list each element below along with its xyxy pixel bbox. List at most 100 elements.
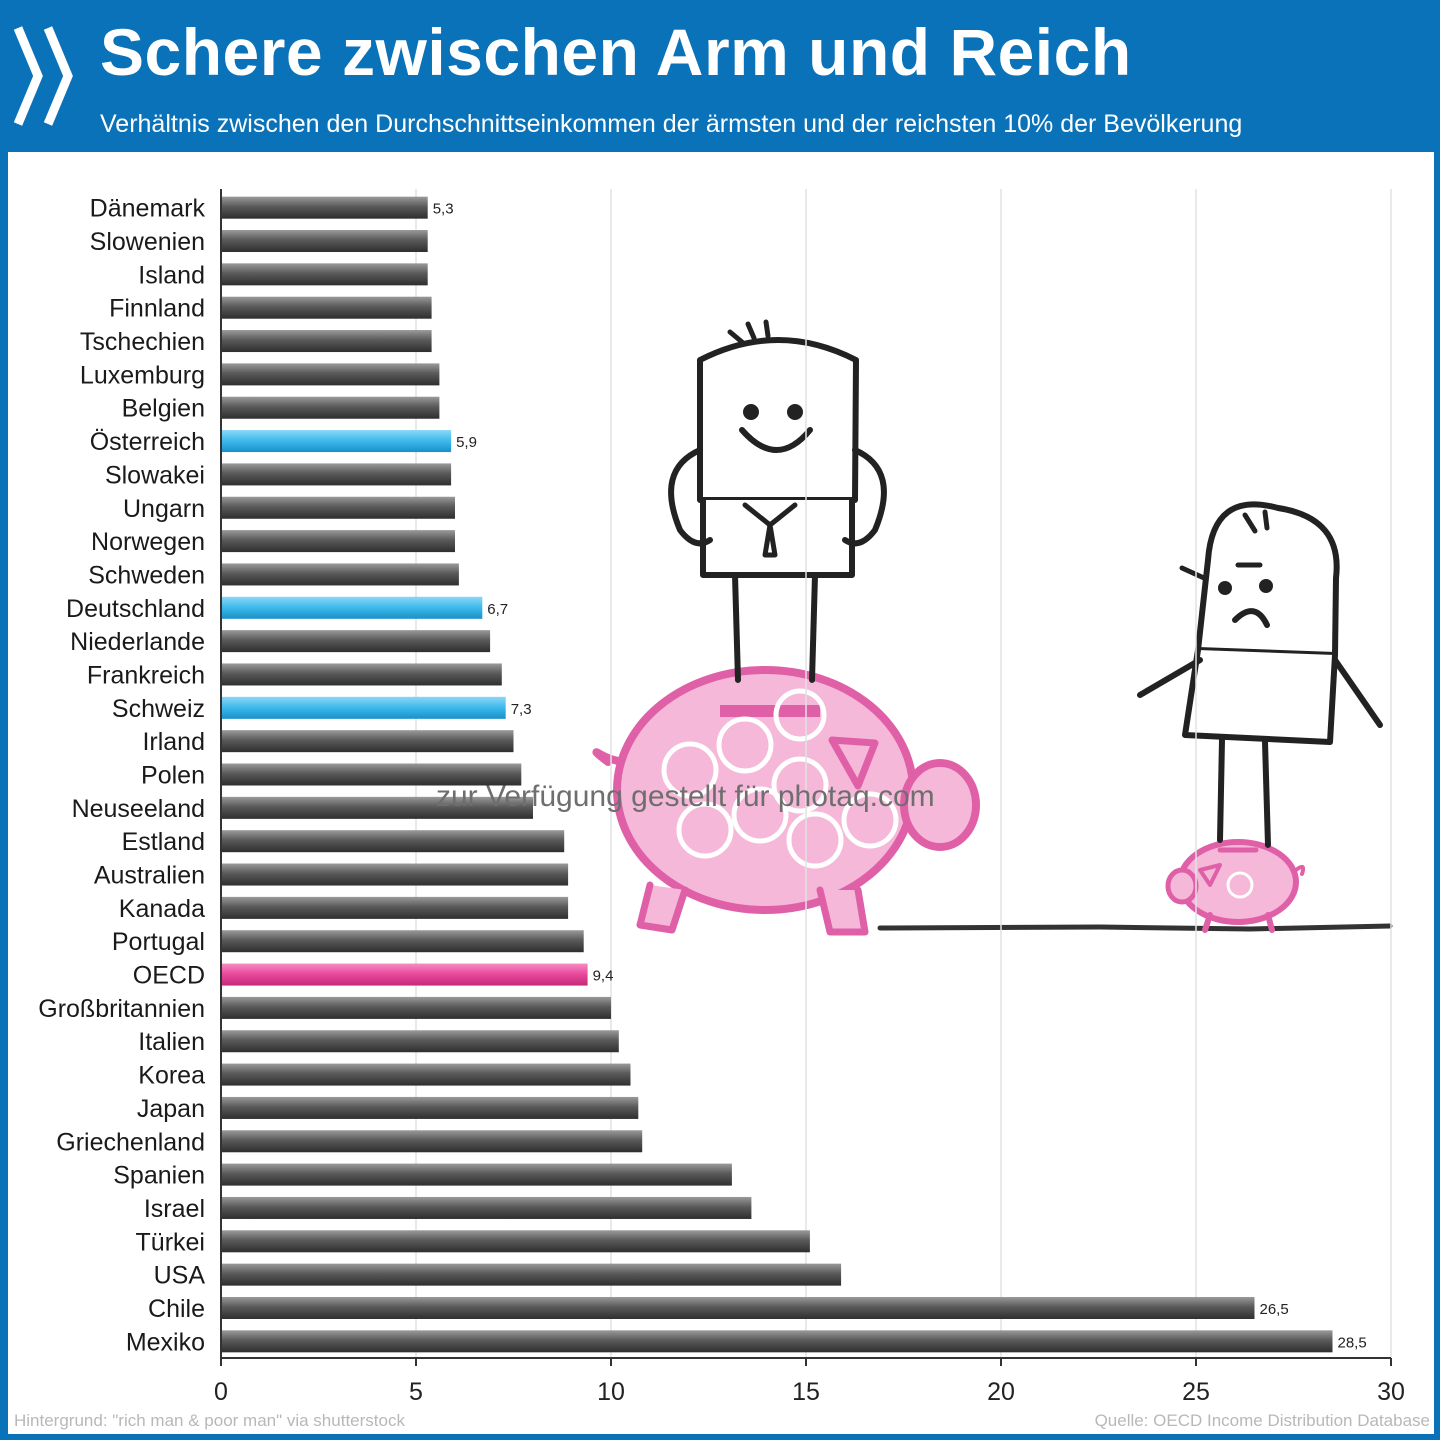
category-label: Dänemark	[90, 195, 206, 223]
bar	[221, 1096, 639, 1119]
x-tick-label: 20	[987, 1378, 1015, 1406]
category-label: Tschechien	[80, 328, 205, 356]
category-label: Polen	[141, 762, 205, 790]
category-label: Slowenien	[90, 228, 205, 256]
category-label: Island	[138, 261, 205, 289]
bar	[221, 1163, 732, 1186]
bar	[221, 1130, 643, 1153]
category-label: Kanada	[119, 895, 205, 923]
bar	[221, 530, 455, 553]
category-label: Chile	[148, 1295, 205, 1323]
category-label: Griechenland	[56, 1128, 205, 1156]
x-axis: 0 5 10 15 20 25 30	[214, 189, 1405, 1406]
bar	[221, 796, 533, 819]
category-label: Finnland	[109, 295, 205, 323]
x-tick-label: 30	[1377, 1378, 1405, 1406]
data-label: 26,5	[1260, 1301, 1289, 1318]
bar	[221, 430, 452, 453]
image-credit: Hintergrund: "rich man & poor man" via s…	[14, 1411, 405, 1430]
category-label: Norwegen	[91, 528, 205, 556]
watermark: zur Verfügung gestellt für photaq.com	[436, 780, 935, 813]
category-label: Luxemburg	[80, 361, 205, 389]
bar	[221, 930, 584, 953]
data-label: 5,3	[433, 201, 454, 218]
x-tick-label: 0	[214, 1378, 228, 1406]
bar	[221, 963, 588, 986]
category-label: OECD	[133, 962, 205, 990]
big-piggy-bank	[592, 666, 980, 936]
value-labels: 5,3 5,9 6,7 7,3 9,4 26,5 28,5	[433, 201, 1367, 1352]
x-tick-label: 10	[597, 1378, 625, 1406]
x-tick-label: 25	[1182, 1378, 1210, 1406]
bar	[221, 1263, 842, 1286]
small-piggy-bank	[1165, 839, 1306, 933]
bar	[221, 496, 455, 519]
bar	[221, 663, 502, 686]
source-note: Quelle: OECD Income Distribution Databas…	[1094, 1411, 1430, 1430]
bar	[221, 863, 569, 886]
bar	[221, 696, 506, 719]
category-labels: Dänemark Slowenien Island Finnland Tschechie…	[38, 195, 205, 1357]
x-tick-label: 15	[792, 1378, 820, 1406]
bar	[221, 1330, 1333, 1353]
bar	[221, 330, 432, 353]
bar	[221, 1063, 631, 1086]
bar	[221, 763, 522, 786]
category-label: Israel	[144, 1195, 205, 1223]
bar	[221, 230, 428, 253]
category-label: Slowakei	[105, 461, 205, 489]
bar	[221, 730, 514, 753]
poor-man-figure	[1137, 501, 1383, 848]
category-label: Schweiz	[112, 695, 205, 723]
page-subtitle: Verhältnis zwischen den Durchschnittsein…	[100, 110, 1243, 138]
page-title: Schere zwischen Arm und Reich	[100, 15, 1132, 89]
bar	[221, 1030, 619, 1053]
category-label: Belgien	[122, 395, 205, 423]
oecd-chevron-icon	[14, 26, 73, 126]
data-label: 5,9	[456, 434, 477, 451]
category-label: Japan	[137, 1095, 205, 1123]
category-label: Portugal	[112, 928, 205, 956]
category-label: Spanien	[113, 1162, 205, 1190]
data-label: 6,7	[487, 601, 508, 618]
bar	[221, 363, 440, 386]
header-band: Schere zwischen Arm und Reich Verhältnis…	[0, 0, 1440, 150]
bar	[221, 396, 440, 419]
bar	[221, 296, 432, 319]
bar	[221, 1296, 1255, 1319]
category-label: Frankreich	[87, 661, 205, 689]
category-label: Großbritannien	[38, 995, 205, 1023]
bar	[221, 996, 611, 1019]
bar	[221, 1230, 810, 1253]
category-label: Mexiko	[126, 1328, 205, 1356]
category-label: Estland	[122, 828, 205, 856]
data-label: 28,5	[1338, 1334, 1367, 1351]
category-label: Ungarn	[123, 495, 205, 523]
category-label: Australien	[94, 862, 205, 890]
category-label: Italien	[138, 1028, 205, 1056]
category-label: Neuseeland	[72, 795, 205, 823]
data-label: 9,4	[593, 968, 614, 985]
illustration	[592, 319, 1393, 936]
category-label: Österreich	[90, 428, 205, 456]
x-tick-label: 5	[409, 1378, 423, 1406]
bars	[221, 196, 1333, 1353]
bar	[221, 830, 565, 853]
data-label: 7,3	[511, 701, 532, 718]
bar	[221, 463, 452, 486]
category-label: Deutschland	[66, 595, 205, 623]
bar	[221, 563, 459, 586]
category-label: Türkei	[136, 1228, 205, 1256]
category-label: Niederlande	[70, 628, 205, 656]
bar	[221, 596, 483, 619]
bar	[221, 196, 428, 219]
bar	[221, 1196, 752, 1219]
bar	[221, 263, 428, 286]
bar	[221, 896, 569, 919]
category-label: Schweden	[88, 561, 205, 589]
bar	[221, 630, 491, 653]
category-label: Korea	[138, 1062, 205, 1090]
category-label: Irland	[142, 728, 205, 756]
rich-man-figure	[668, 319, 887, 683]
